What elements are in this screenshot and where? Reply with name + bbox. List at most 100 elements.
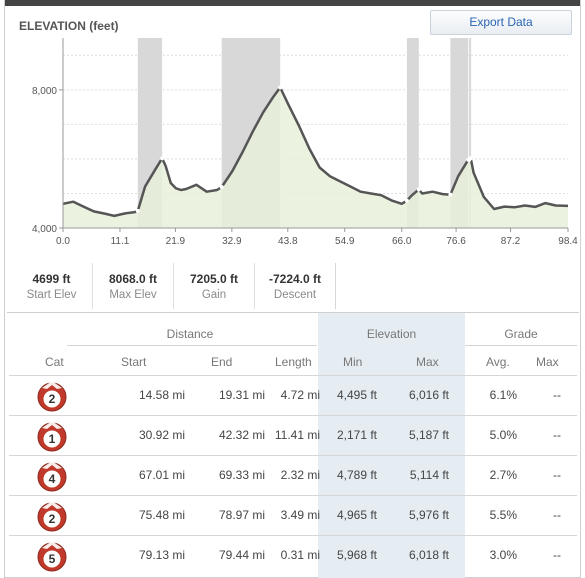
climb-category-badge-icon: 5 [37,541,67,572]
column-header-end: End [211,355,233,369]
cell-avg: 5.5% [489,508,517,522]
svg-text:4: 4 [49,472,56,486]
cell-grade-max: -- [553,508,561,522]
stat-start-elev: 4699 ft Start Elev [11,263,92,309]
cell-max: 6,016 ft [408,388,449,402]
x-tick-label: 87.2 [501,236,521,247]
table-row[interactable]: 2 14.58 mi 19.31 mi 4.72 mi 4,495 ft 6,016 ft… [9,375,577,415]
stat-label: Start Elev [26,289,77,301]
x-tick-label: 0.0 [56,236,70,247]
cell-length: 3.49 mi [280,508,320,522]
cell-avg: 2.7% [489,468,517,482]
cell-start: 67.01 mi [138,468,185,482]
chart-title: ELEVATION (feet) [19,19,119,33]
cell-start: 75.48 mi [138,508,185,522]
cell-length: 4.72 mi [280,388,320,402]
climb-boundary-marker [404,198,409,203]
svg-text:2: 2 [49,512,56,526]
x-tick-label: 32.9 [222,236,242,247]
stat-value: -7224.0 ft [268,272,322,286]
x-tick-label: 43.8 [278,236,298,247]
cell-length: 2.32 mi [280,468,320,482]
climb-category-badge-icon: 2 [37,381,67,412]
cell-grade-max: -- [553,548,561,562]
elevation-area [63,87,568,228]
stat-gain: 7205.0 ft Gain [173,263,254,309]
x-tick-label: 54.9 [335,236,355,247]
stat-max-elev: 8068.0 ft Max Elev [92,263,173,309]
group-divider-grade [465,345,577,346]
cell-start: 14.58 mi [138,388,185,402]
cell-start: 30.92 mi [138,428,185,442]
cell-end: 79.44 mi [218,548,265,562]
stat-value: 8068.0 ft [108,272,158,286]
top-border [5,0,580,6]
y-tick-label: 4,000 [32,224,57,235]
cell-min: 5,968 ft [336,548,377,562]
summary-stats: 4699 ft Start Elev 8068.0 ft Max Elev 72… [11,263,336,309]
climb-boundary-marker [416,187,421,192]
table-row[interactable]: 4 67.01 mi 69.33 mi 2.32 mi 4,789 ft 5,114 ft… [9,455,577,495]
export-data-button[interactable]: Export Data [430,10,572,35]
stat-label: Gain [201,289,227,301]
column-header-avg: Avg. [486,355,510,369]
cell-end: 69.33 mi [218,468,265,482]
climb-boundary-marker [160,156,165,161]
climb-category-badge-icon: 2 [37,501,67,532]
cell-start: 79.13 mi [138,548,185,562]
climb-category-badge-icon: 1 [37,421,67,452]
table-row[interactable]: 1 30.92 mi 42.32 mi 11.41 mi 2,171 ft 5,187 f… [9,415,577,455]
climb-boundary-marker [468,156,473,161]
table-row[interactable]: 5 79.13 mi 79.44 mi 0.31 mi 5,968 ft 6,018 ft… [9,535,577,575]
group-header-distance: Distance [166,327,214,341]
elevation-panel: ELEVATION (feet) Export Data 8,000 4,000 0… [4,0,581,578]
cell-avg: 6.1% [489,388,517,402]
group-divider-distance [67,345,317,346]
cell-length: 11.41 mi [274,428,320,442]
elevation-line [62,86,569,218]
cell-min: 4,789 ft [336,468,377,482]
cell-max: 5,114 ft [409,468,449,482]
cell-end: 19.31 mi [218,388,265,402]
svg-text:2: 2 [49,392,56,406]
column-header-length: Length [275,355,312,369]
cell-grade-max: -- [553,468,561,482]
cell-min: 2,171 ft [336,428,377,442]
cell-length: 0.31 mi [280,548,320,562]
climb-boundary-marker [135,208,140,213]
x-tick-label: 11.1 [111,236,130,247]
cell-max: 5,187 ft [408,428,449,442]
x-tick-label: 66.0 [392,236,412,247]
elevation-column-band [318,313,465,578]
column-header-min: Min [343,355,363,369]
elevation-chart[interactable]: 8,000 4,000 0.0 11.1 21.9 32.9 43.8 54.9 66.0 76.… [5,36,582,254]
group-header-elevation: Elevation [366,327,417,341]
cell-avg: 3.0% [489,548,517,562]
climb-highlight [406,38,419,228]
x-tick-label: 21.9 [166,236,186,247]
column-header-start: Start [121,355,147,369]
climb-boundary-marker [448,192,453,197]
stat-label: Max Elev [109,289,157,301]
cell-avg: 5.0% [489,428,517,442]
cell-max: 5,976 ft [408,508,449,522]
cell-min: 4,495 ft [336,388,377,402]
x-tick-label: 76.6 [446,236,466,247]
climb-highlight [469,38,472,228]
cell-grade-max: -- [553,388,561,402]
cell-end: 78.97 mi [218,508,265,522]
climb-boundary-marker [219,184,224,189]
cell-grade-max: -- [553,428,561,442]
stat-label: Descent [273,289,317,301]
svg-text:1: 1 [49,432,56,446]
climbs-table: Distance Elevation Grade Cat Start End L… [7,312,579,578]
svg-text:5: 5 [49,552,56,566]
cell-min: 4,965 ft [336,508,377,522]
y-tick-label: 8,000 [32,86,57,97]
stat-value: 7205.0 ft [189,272,239,286]
cell-max: 6,018 ft [408,548,449,562]
column-header-cat: Cat [45,355,64,369]
climb-category-badge-icon: 4 [37,461,67,492]
table-row[interactable]: 2 75.48 mi 78.97 mi 3.49 mi 4,965 ft 5,976 ft… [9,495,577,535]
